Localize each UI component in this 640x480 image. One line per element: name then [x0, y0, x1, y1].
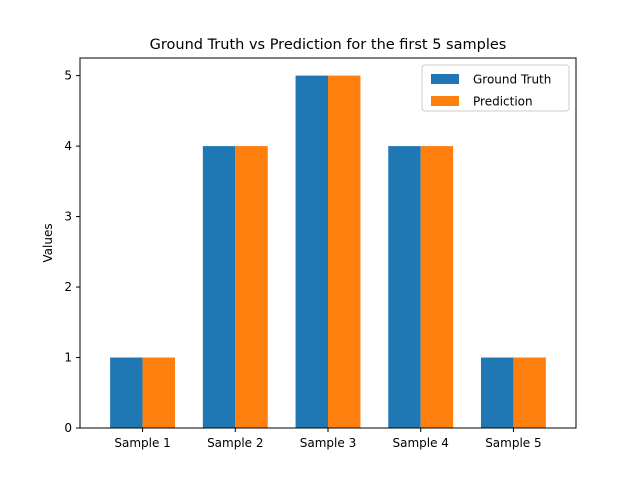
bar-prediction-4 — [420, 146, 454, 428]
y-tick-label: 4 — [64, 139, 72, 153]
bar-ground-truth-1 — [110, 357, 143, 428]
legend-swatch — [431, 96, 459, 106]
x-tick-label: Sample 4 — [392, 436, 448, 450]
bar-ground-truth-4 — [388, 146, 421, 428]
y-tick-label: 3 — [64, 210, 72, 224]
legend: Ground Truth Prediction — [421, 64, 570, 112]
bar-ground-truth-2 — [202, 146, 236, 428]
bar-ground-truth-3 — [295, 75, 328, 428]
y-tick-label: 2 — [64, 280, 72, 294]
bar-ground-truth-5 — [480, 357, 514, 428]
chart-title: Ground Truth vs Prediction for the first… — [150, 37, 507, 53]
x-tick-label: Sample 3 — [300, 436, 356, 450]
legend-swatch — [431, 74, 459, 84]
x-axis: Sample 1 Sample 2 Sample 3 Sample 4 Sample 5 — [114, 428, 542, 450]
bar-prediction-2 — [235, 146, 268, 428]
legend-label: Ground Truth — [473, 73, 551, 87]
bar-prediction-1 — [142, 357, 176, 428]
bar-prediction-3 — [328, 75, 361, 428]
y-tick-label: 5 — [64, 69, 72, 83]
bars-group — [110, 75, 546, 428]
x-tick-label: Sample 2 — [207, 436, 263, 450]
y-axis-label: Values — [41, 223, 55, 262]
legend-label: Prediction — [473, 95, 533, 109]
x-tick-label: Sample 5 — [485, 436, 541, 450]
y-tick-label: 0 — [64, 421, 72, 435]
y-tick-label: 1 — [64, 351, 72, 365]
y-axis: 0 1 2 3 4 5 — [64, 69, 80, 435]
plot-frame — [79, 57, 577, 429]
bar-prediction-5 — [513, 357, 546, 428]
x-tick-label: Sample 1 — [114, 436, 170, 450]
